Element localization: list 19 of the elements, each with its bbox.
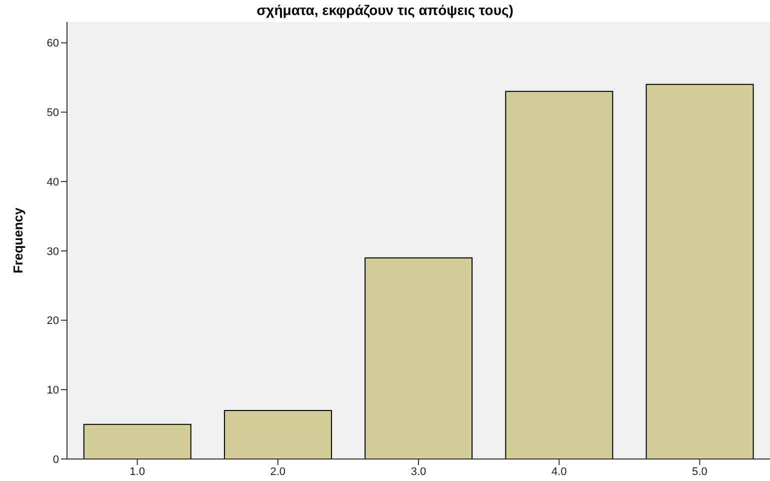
x-tick-label: 1.0 xyxy=(130,466,145,478)
y-tick-label: 10 xyxy=(46,384,59,397)
x-tick-label: 5.0 xyxy=(692,466,708,478)
y-tick-label: 60 xyxy=(46,38,59,50)
bar xyxy=(83,424,192,459)
y-tick-label: 20 xyxy=(46,315,59,328)
x-tick-label: 4.0 xyxy=(551,466,567,478)
bar xyxy=(364,257,473,459)
bar xyxy=(646,84,754,459)
x-tick-label: 3.0 xyxy=(410,466,426,478)
y-tick-label: 40 xyxy=(46,176,59,188)
x-tick-label: 2.0 xyxy=(270,466,286,478)
bar xyxy=(224,410,332,459)
y-tick-label: 30 xyxy=(46,246,59,258)
y-tick-label: 0 xyxy=(52,454,59,466)
bar xyxy=(505,90,614,459)
chart-title: σχήματα, εκφράζουν τις απόψεις τους) xyxy=(256,2,514,18)
y-axis-title: Frequency xyxy=(10,206,26,274)
y-tick-label: 50 xyxy=(46,107,59,120)
